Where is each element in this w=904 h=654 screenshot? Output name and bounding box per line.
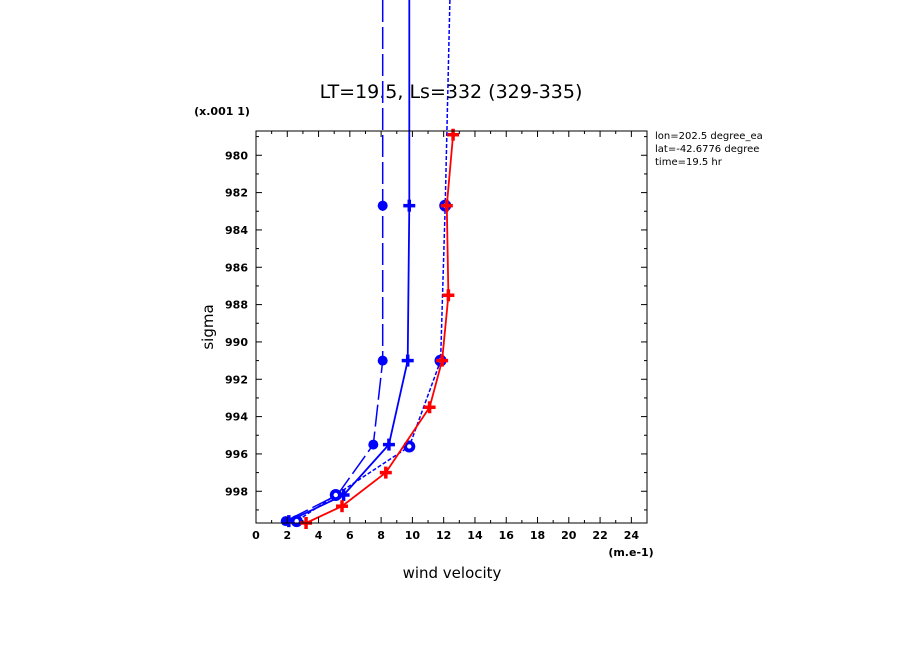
- x-tick-label: 16: [499, 529, 515, 542]
- x-tick-label: 14: [467, 529, 483, 542]
- data-point-center: [407, 444, 412, 449]
- y-axis-label: sigma: [199, 304, 217, 349]
- x-tick-label: 24: [624, 529, 640, 542]
- data-point: [368, 439, 379, 450]
- data-point-center: [294, 518, 299, 524]
- info-lat: lat=-42.6776 degree: [655, 144, 759, 155]
- x-units-label: (m.e-1): [608, 546, 653, 559]
- info-lon: lon=202.5 degree_ea: [655, 131, 763, 142]
- info-time: time=19.5 hr: [655, 157, 723, 168]
- x-tick-label: 4: [315, 529, 323, 542]
- x-tick-label: 10: [405, 529, 421, 542]
- x-tick-label: 8: [377, 529, 385, 542]
- x-tick-label: 18: [530, 529, 545, 542]
- data-point-center: [333, 492, 338, 498]
- y-tick-label: 980: [225, 149, 248, 162]
- x-axis-label: wind velocity: [403, 564, 502, 582]
- y-tick-label: 984: [225, 224, 248, 237]
- y-tick-label: 996: [225, 448, 248, 461]
- y-tick-label: 998: [225, 485, 248, 498]
- x-tick-label: 22: [592, 529, 607, 542]
- y-tick-label: 994: [225, 411, 248, 424]
- data-point: [377, 200, 388, 211]
- x-tick-label: 6: [346, 529, 354, 542]
- series-line: [296, 0, 451, 522]
- y-tick-label: 992: [225, 373, 248, 386]
- ticks-layer: 0 2 4 6 8 10 12 14 16 18 20 22 249809829849869889909…: [225, 131, 647, 542]
- y-tick-label: 982: [225, 187, 248, 200]
- y-tick-label: 990: [225, 336, 248, 349]
- y-scale-label: (x.001 1): [194, 105, 250, 118]
- data-point: [377, 355, 388, 366]
- y-tick-label: 986: [225, 261, 248, 274]
- x-tick-label: 20: [561, 529, 577, 542]
- series-line: [305, 134, 454, 524]
- plot-frame: [255, 130, 648, 524]
- x-tick-label: 2: [283, 529, 291, 542]
- x-tick-label: 12: [436, 529, 451, 542]
- y-tick-label: 988: [225, 299, 248, 312]
- x-tick-label: 0: [252, 529, 260, 542]
- series-layer: [280, 0, 460, 529]
- chart-title: LT=19.5, Ls=332 (329-335): [320, 81, 583, 103]
